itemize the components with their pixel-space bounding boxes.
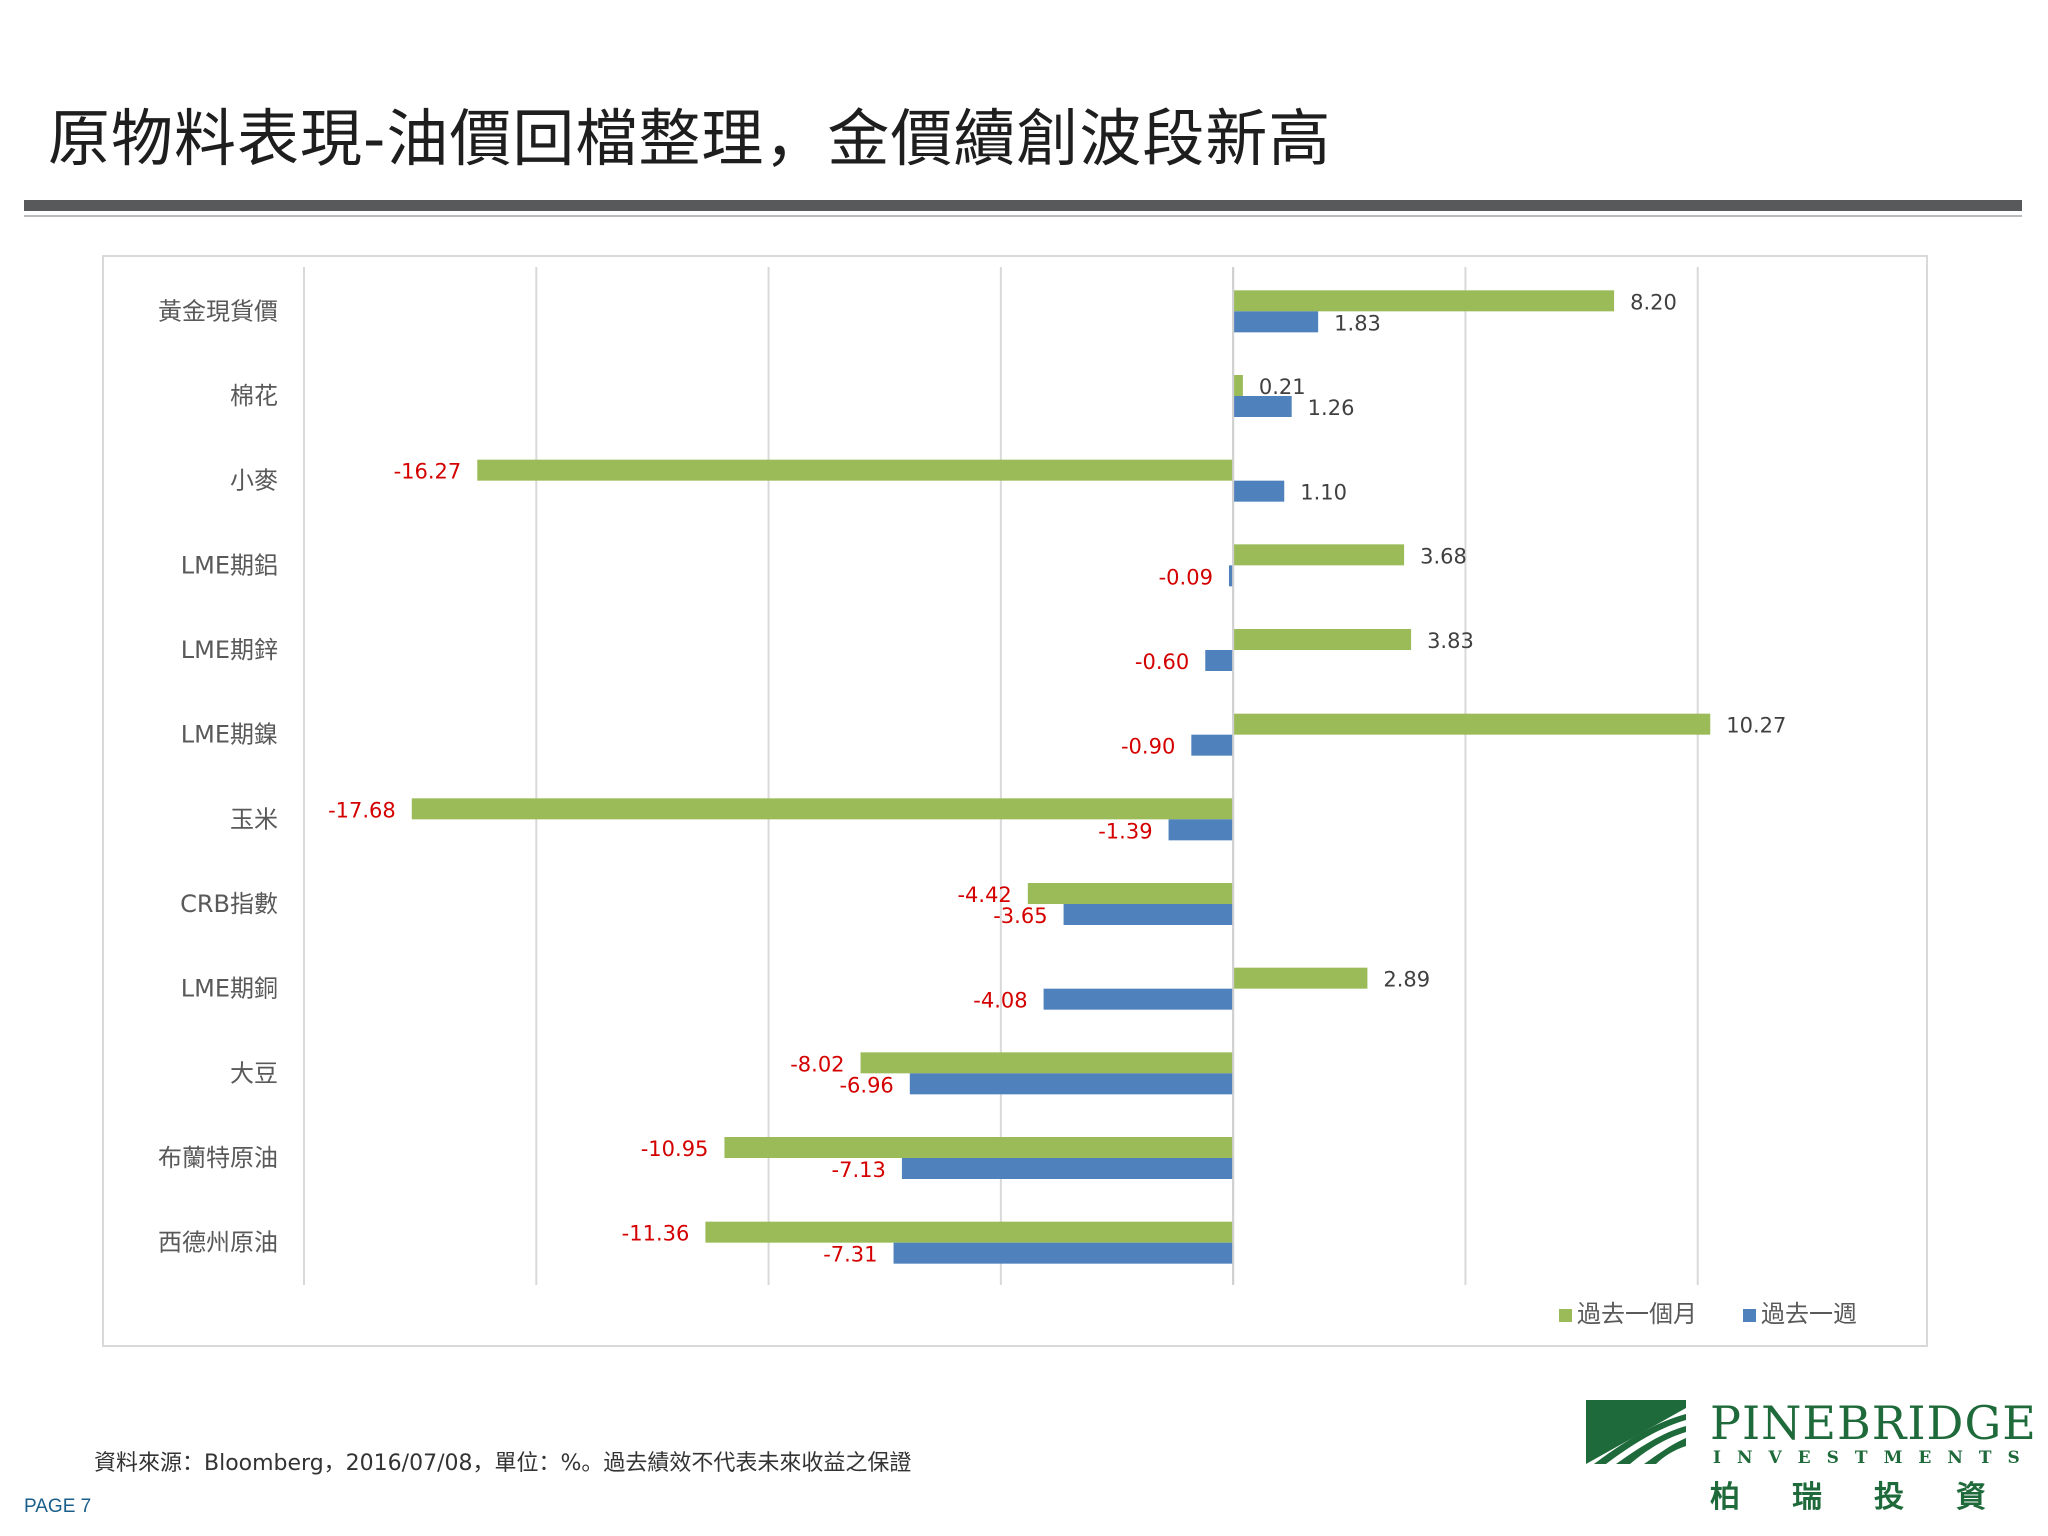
bar [1233, 375, 1243, 396]
category-label: CRB指數 [180, 890, 278, 918]
data-label: -7.31 [823, 1243, 877, 1267]
category-label: 大豆 [230, 1059, 278, 1087]
bar [1233, 713, 1711, 735]
legend-swatch [1559, 1309, 1572, 1322]
data-label: -6.96 [839, 1073, 893, 1097]
bar [1233, 629, 1412, 650]
title-divider [24, 200, 2022, 211]
category-label: 玉米 [230, 805, 278, 833]
data-label: 8.20 [1630, 290, 1677, 314]
bar [1233, 480, 1285, 502]
bar [1168, 819, 1234, 841]
legend-swatch [1743, 1309, 1756, 1322]
data-label: 1.26 [1308, 396, 1355, 420]
bar [1205, 650, 1234, 671]
category-label: LME期鋅 [181, 636, 278, 664]
bar [1043, 988, 1234, 1010]
pinebridge-logo-icon [1586, 1400, 1686, 1464]
category-label: 西德州原油 [158, 1229, 278, 1257]
chart-frame: 黃金現貨價 8.20 1.83 棉花 0.21 1.26 小麥 -16.27 1.10 LME期鋁… [102, 255, 1928, 1347]
logo-chinese: 柏瑞投資 [1710, 1480, 2038, 1515]
data-label: -17.68 [328, 798, 396, 822]
data-label: -3.65 [993, 904, 1047, 928]
bar [909, 1073, 1234, 1095]
bar [901, 1158, 1234, 1179]
data-label: 3.68 [1420, 544, 1467, 568]
data-label: -0.09 [1159, 565, 1213, 589]
logo-name: PINEBRIDGE [1710, 1396, 2037, 1450]
bar [1191, 734, 1234, 756]
bar [1228, 565, 1234, 587]
legend-label: 過去一週 [1761, 1300, 1857, 1328]
data-label: 3.83 [1427, 629, 1474, 653]
data-label: 1.10 [1300, 481, 1347, 505]
bar [411, 798, 1234, 820]
data-label: -4.08 [973, 989, 1027, 1013]
bar [1027, 883, 1234, 904]
bar [724, 1137, 1234, 1158]
pinebridge-logo: PINEBRIDGE INVESTMENTS 柏瑞投資 [1586, 1396, 2036, 1515]
category-label: LME期銅 [181, 975, 278, 1003]
bar [893, 1242, 1234, 1264]
data-label: -7.13 [832, 1158, 886, 1182]
data-label: -0.90 [1121, 735, 1175, 759]
category-label: 棉花 [230, 382, 278, 410]
bar [1233, 311, 1319, 333]
bar [705, 1221, 1234, 1243]
bar [1233, 967, 1368, 989]
bar [1063, 904, 1234, 925]
bar [1233, 396, 1292, 417]
data-label: -4.42 [957, 883, 1011, 907]
logo-subtitle: INVESTMENTS [1713, 1448, 2036, 1468]
data-label: 0.21 [1259, 375, 1306, 399]
category-label: LME期鋁 [181, 551, 278, 579]
source-note: 資料來源：Bloomberg，2016/07/08，單位：%。過去績效不代表未來… [94, 1451, 912, 1476]
data-label: -8.02 [790, 1052, 844, 1076]
bar [860, 1052, 1234, 1074]
category-label: 黃金現貨價 [158, 297, 278, 325]
category-label: 布蘭特原油 [158, 1144, 278, 1172]
data-label: -0.60 [1135, 650, 1189, 674]
data-label: 1.83 [1334, 311, 1381, 335]
data-label: 2.89 [1383, 968, 1430, 992]
data-label: -16.27 [394, 460, 462, 484]
data-label: -1.39 [1098, 819, 1152, 843]
legend-label: 過去一個月 [1577, 1300, 1697, 1328]
bar [1233, 290, 1615, 312]
bar [477, 459, 1234, 481]
page-number: PAGE 7 [24, 1496, 92, 1517]
data-label: -11.36 [622, 1222, 690, 1246]
bar-chart: 黃金現貨價 8.20 1.83 棉花 0.211.26 小麥 -16.27 1.10 LME期鋁… [158, 267, 1857, 1328]
data-label: 10.27 [1726, 714, 1786, 738]
page-title: 原物料表現-油價回檔整理，金價續創波段新高 [48, 102, 1332, 175]
category-label: 小麥 [230, 467, 278, 495]
bar [1233, 544, 1405, 566]
category-label: LME期鎳 [181, 721, 278, 749]
data-label: -10.95 [641, 1137, 709, 1161]
title-divider-thin [24, 215, 2022, 217]
